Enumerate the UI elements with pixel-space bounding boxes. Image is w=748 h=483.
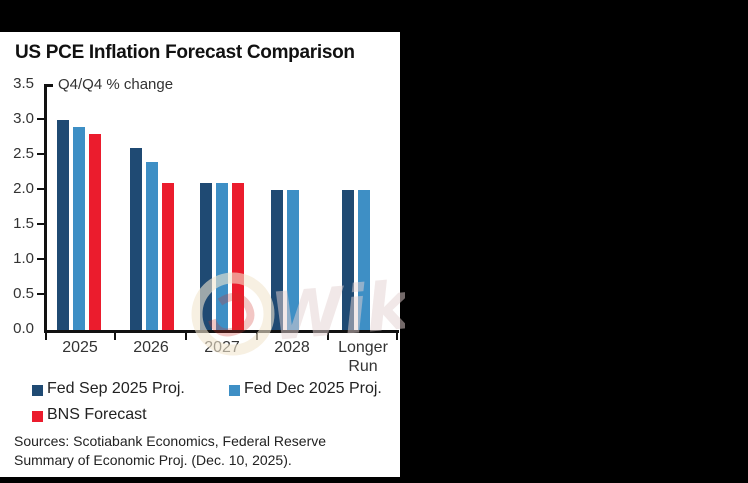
bar-fed-dec-2025-proj--longer-run [358,190,370,330]
chart-title: US PCE Inflation Forecast Comparison [15,42,355,63]
y-axis-label: 2.5 [13,145,34,162]
sources-line-1: Sources: Scotiabank Economics, Federal R… [14,433,327,449]
legend-swatch-fed-sep [32,385,43,396]
x-axis-tick [114,333,116,340]
y-axis-label: 1.5 [13,215,34,232]
bar-fed-sep-2025-proj--2025 [57,120,69,330]
y-axis-label: 1.0 [13,250,34,267]
y-axis-label: 3.0 [13,110,34,127]
bar-fed-dec-2025-proj--2026 [146,162,158,330]
y-axis-label: 0.5 [13,285,34,302]
x-axis-tick [185,333,187,340]
chart-annotation: Q4/Q4 % change [58,76,174,93]
bar-fed-dec-2025-proj--2025 [73,127,85,330]
x-axis-label: 2025 [62,339,98,356]
x-axis-line [44,330,399,333]
legend-swatch-fed-dec [229,385,240,396]
y-axis-tick [37,223,44,225]
chart-panel: US PCE Inflation Forecast Comparison Q4/… [0,32,405,477]
bar-fed-sep-2025-proj--2026 [130,148,142,330]
bar-fed-sep-2025-proj--2028 [271,190,283,330]
x-axis-label: 2027 [204,339,240,356]
x-axis-label: 2028 [274,339,310,356]
x-axis-label: 2026 [133,339,169,356]
x-axis-tick [396,333,398,340]
y-axis-line [44,84,47,333]
legend-label-bns: BNS Forecast [47,406,147,423]
bar-bns-forecast-2026 [162,183,174,330]
bar-bns-forecast-2027 [232,183,244,330]
y-axis-label: 0.0 [13,320,34,337]
legend-label-fed-dec: Fed Dec 2025 Proj. [244,380,382,397]
y-axis-top-tick [44,84,53,87]
x-axis-tick [45,333,47,340]
y-axis-tick [37,188,44,190]
legend-swatch-bns [32,411,43,422]
y-axis-tick [37,258,44,260]
bar-bns-forecast-2025 [89,134,101,330]
y-axis-label: 3.5 [13,75,34,92]
bar-fed-dec-2025-proj--2027 [216,183,228,330]
bar-fed-sep-2025-proj--longer-run [342,190,354,330]
x-axis-label: Longer Run [338,339,388,375]
plot-area: 3.5 3.0 2.5 2.0 1.5 1.0 0.5 0.0 2025 2026 2027 2028… [0,32,400,477]
y-axis-tick [37,153,44,155]
y-axis-tick [37,293,44,295]
y-axis-label: 2.0 [13,180,34,197]
sources-line-2: Summary of Economic Proj. (Dec. 10, 2025… [14,452,292,468]
y-axis-tick [37,118,44,120]
legend-label-fed-sep: Fed Sep 2025 Proj. [47,380,185,397]
bar-fed-dec-2025-proj--2028 [287,190,299,330]
bar-fed-sep-2025-proj--2027 [200,183,212,330]
x-axis-tick [327,333,329,340]
